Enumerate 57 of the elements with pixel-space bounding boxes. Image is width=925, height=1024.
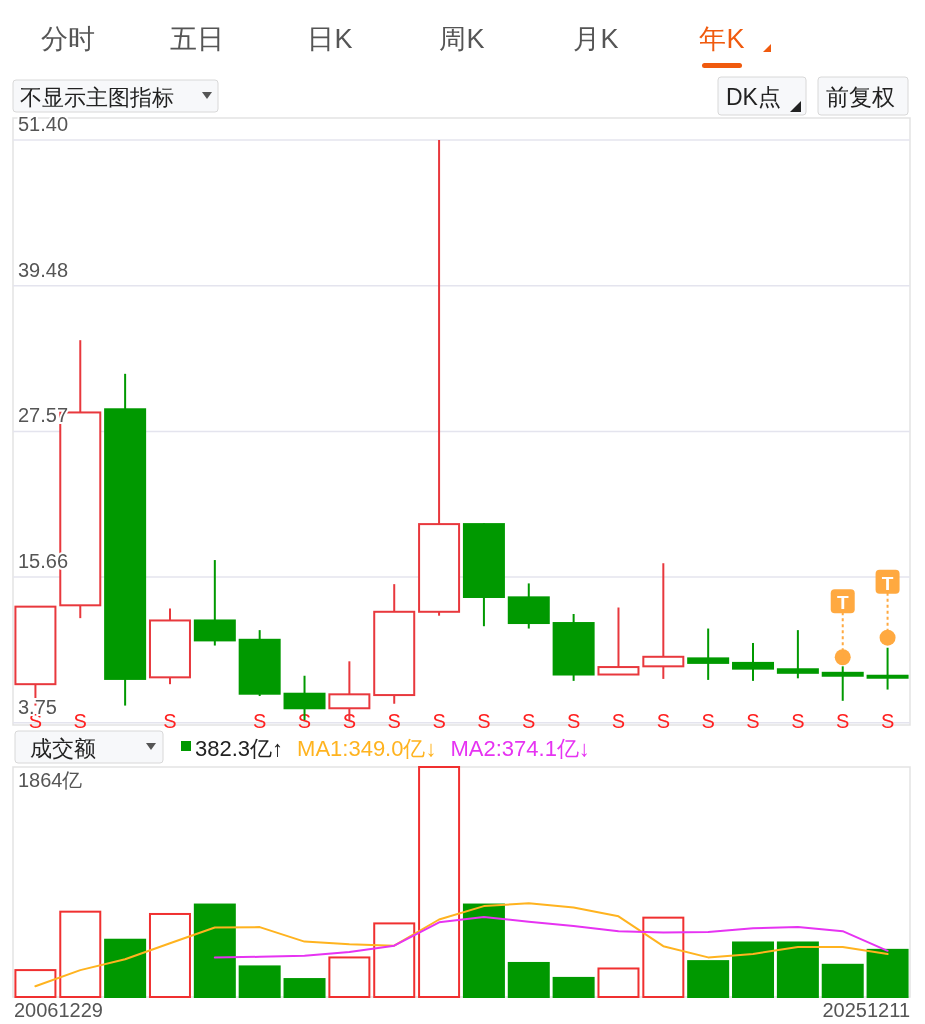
text: MA2:374.1亿↓	[450, 736, 590, 761]
text: S	[566, 710, 581, 732]
legend-label: 382.3亿↑	[195, 736, 284, 761]
bar	[283, 978, 326, 998]
bar	[418, 766, 461, 998]
text: 五日	[170, 24, 224, 54]
text: 月K	[573, 24, 619, 54]
text: MA1:349.0亿↓	[297, 736, 437, 761]
text: 不显示主图指标	[20, 85, 174, 110]
text: S	[73, 710, 87, 732]
text: DK点	[726, 84, 781, 110]
bar	[238, 965, 281, 998]
data-label: T	[836, 592, 849, 614]
text: 年K	[699, 24, 745, 54]
bar	[328, 956, 371, 998]
bar	[507, 961, 550, 998]
text: S	[522, 710, 536, 732]
text: S	[297, 710, 312, 732]
bar	[373, 922, 416, 998]
bar	[776, 941, 819, 998]
bar	[821, 963, 864, 998]
bar	[687, 960, 730, 998]
annotation: 1864亿	[18, 769, 83, 791]
chart-title: 成交额	[30, 736, 96, 761]
text: 分时	[41, 24, 95, 54]
text: S	[701, 710, 715, 732]
bar	[552, 976, 595, 998]
bar	[642, 916, 685, 998]
bar	[462, 903, 505, 998]
text: S	[836, 710, 850, 732]
bar	[14, 969, 57, 998]
bar	[732, 941, 775, 998]
data-label: T	[881, 572, 894, 594]
bar	[866, 948, 909, 998]
text: S	[432, 710, 446, 732]
text: S	[387, 710, 401, 732]
text: S	[253, 710, 267, 732]
text: S	[791, 710, 805, 732]
text: S	[477, 710, 491, 732]
text: 20251211	[822, 999, 910, 1021]
text: 20061229	[14, 999, 103, 1021]
text: S	[746, 710, 760, 732]
text: S	[611, 710, 626, 732]
text: S	[163, 710, 177, 732]
y-tick-label: 51.40	[18, 113, 69, 135]
bar	[104, 938, 147, 998]
bar	[193, 903, 236, 998]
text: 前复权	[826, 84, 895, 110]
bar	[597, 967, 640, 998]
text: S	[342, 710, 357, 732]
text: 周K	[439, 24, 485, 54]
bar	[59, 910, 102, 998]
text: S	[656, 710, 670, 732]
text: 日K	[307, 24, 353, 54]
y-tick-label: 39.48	[18, 258, 69, 281]
text: S	[880, 710, 895, 732]
bar	[148, 912, 191, 998]
